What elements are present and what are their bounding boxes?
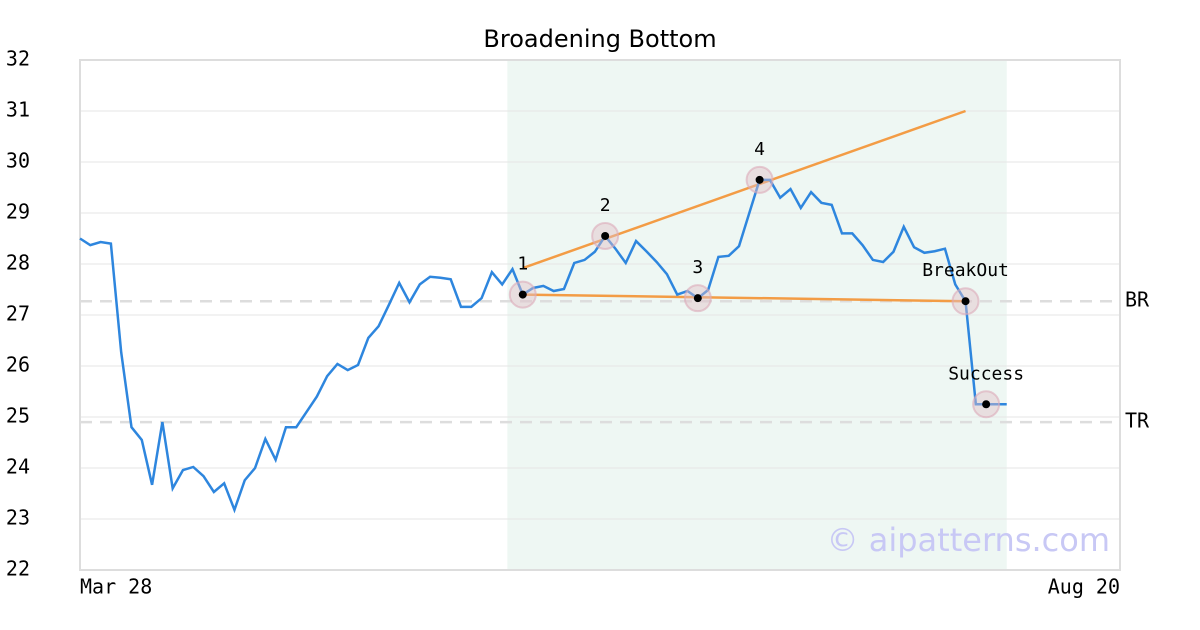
point-label: 2: [600, 195, 611, 216]
y-tick-label: 25: [6, 404, 30, 428]
y-tick-label: 27: [6, 302, 30, 326]
point-dot: [601, 231, 610, 240]
point-dot: [693, 294, 702, 303]
y-tick-label: 28: [6, 251, 30, 275]
point-label: 4: [754, 139, 765, 160]
y-tick-label: 30: [6, 149, 30, 173]
y-tick-label: 29: [6, 200, 30, 224]
chart-title: Broadening Bottom: [483, 25, 716, 53]
y-tick-label: 22: [6, 557, 30, 581]
watermark: © aipatterns.com: [827, 521, 1110, 559]
x-tick-label: Mar 28: [80, 575, 152, 599]
x-tick-label: Aug 20: [1048, 575, 1120, 599]
trend-line: [522, 109, 966, 270]
level-label: BR: [1125, 288, 1150, 312]
point-label: 1: [517, 254, 528, 275]
point-label: 3: [692, 257, 703, 278]
level-label: TR: [1125, 409, 1150, 433]
y-tick-label: 26: [6, 353, 30, 377]
trend-line: [522, 293, 966, 303]
y-tick-label: 32: [6, 47, 30, 71]
point-label: BreakOut: [922, 260, 1009, 281]
point-label: Success: [948, 363, 1024, 384]
point-dot: [982, 400, 991, 409]
point-dot: [518, 290, 527, 299]
price-line: [79, 178, 1007, 514]
point-dot: [755, 175, 764, 184]
y-tick-label: 23: [6, 506, 30, 530]
y-tick-label: 24: [6, 455, 30, 479]
plot-frame: [79, 59, 1121, 571]
y-tick-label: 31: [6, 98, 30, 122]
point-dot: [961, 297, 970, 306]
